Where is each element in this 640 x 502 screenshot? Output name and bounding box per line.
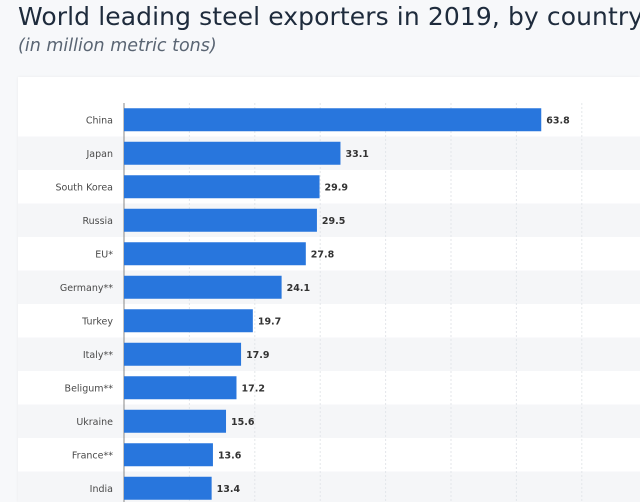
category-label: Italy** [83,350,113,361]
bar [124,108,542,132]
category-label: India [90,484,113,495]
category-label: Germany** [60,283,113,294]
value-label: 27.8 [311,249,335,260]
category-label: Russia [82,216,113,227]
value-label: 17.2 [241,383,264,394]
value-label: 29.5 [322,216,345,227]
row-stripe [18,471,640,502]
bar [124,175,320,199]
row-stripe [18,404,640,438]
chart-subtitle: (in million metric tons) [18,36,217,56]
category-label: France** [72,450,113,461]
bar [124,342,242,366]
category-label: Japan [86,149,114,160]
bar [124,208,317,232]
value-label: 19.7 [258,316,281,327]
row-stripe [18,337,640,371]
value-label: 33.1 [345,149,368,160]
category-label: China [86,115,113,126]
value-label: 13.4 [217,484,241,495]
value-label: 29.9 [325,182,348,193]
bar [124,409,227,433]
value-label: 63.8 [546,115,570,126]
category-label: Ukraine [76,417,113,428]
category-label: Turkey [81,316,113,327]
value-label: 15.6 [231,417,255,428]
row-stripe [18,270,640,304]
category-label: EU* [95,249,113,260]
bar [124,275,282,299]
bar-chart: China 63.8 Japan 33.1 South Korea 29.9 Russia 2… [18,103,640,502]
category-label: Beligum** [65,383,114,394]
category-label: South Korea [55,182,113,193]
value-label: 13.6 [218,450,242,461]
value-label: 24.1 [287,283,310,294]
chart-title: World leading steel exporters in 2019, b… [18,2,640,31]
bar [124,141,341,165]
row-stripe [18,203,640,237]
chart-card: China 63.8 Japan 33.1 South Korea 29.9 Russia 2… [18,77,640,502]
bar [124,476,212,500]
bar [124,443,213,467]
bar [124,242,306,266]
value-label: 17.9 [246,350,269,361]
bar [124,376,237,400]
bar [124,309,253,333]
